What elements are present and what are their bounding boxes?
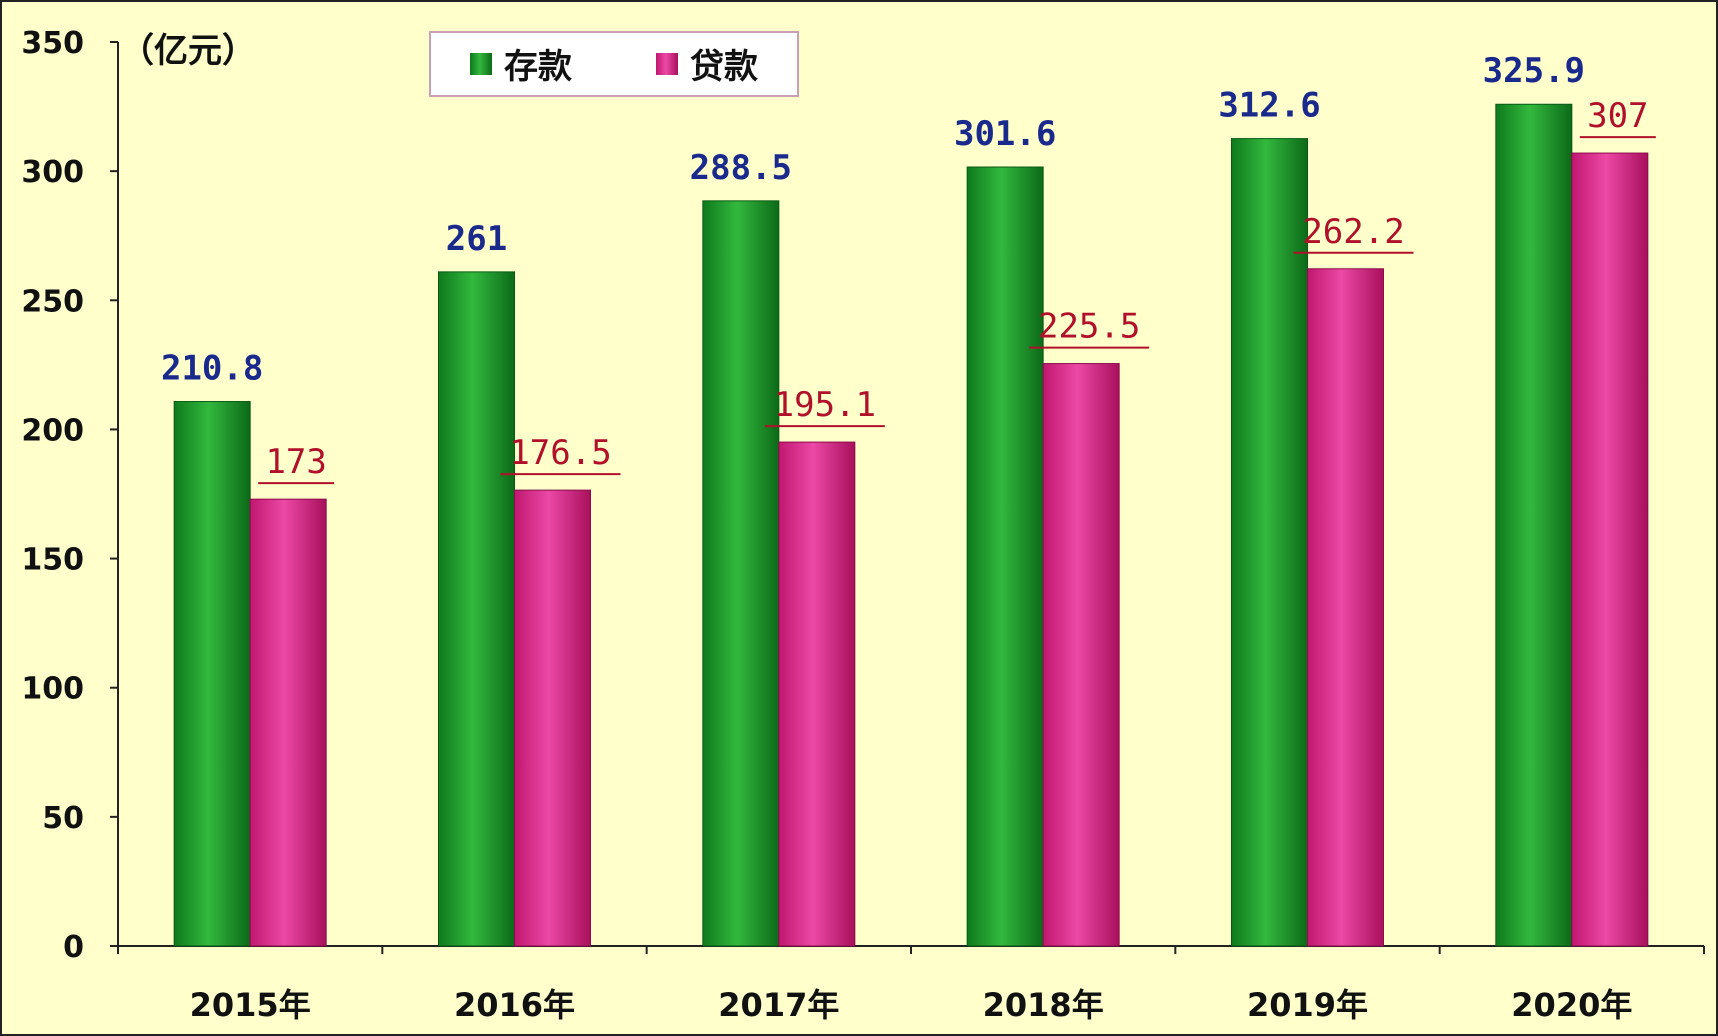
bar-deposit — [438, 271, 515, 947]
legend-label-deposit: 存款 — [504, 47, 572, 87]
y-tick-label: 150 — [21, 543, 84, 578]
legend-swatch-deposit — [470, 53, 492, 75]
legend-swatch-loan — [656, 53, 678, 75]
data-label-deposit: 301.6 — [954, 114, 1056, 154]
bar-deposit — [1231, 138, 1308, 947]
data-label-deposit: 312.6 — [1218, 86, 1320, 126]
bar-deposit — [173, 401, 251, 947]
y-tick-label: 200 — [21, 413, 84, 448]
data-label-loan: 195.1 — [774, 385, 876, 425]
x-tick-label: 2015年 — [190, 986, 311, 1024]
x-tick-label: 2018年 — [983, 986, 1104, 1024]
data-label-loan: 225.5 — [1038, 307, 1140, 347]
bar-loan — [1307, 268, 1384, 947]
legend: 存款 贷款 — [429, 31, 799, 97]
bars — [173, 103, 1649, 947]
bar-loan — [1042, 363, 1120, 947]
bar-loan — [249, 498, 327, 947]
data-label-loan: 173 — [265, 442, 326, 482]
x-tick-label: 2020年 — [1511, 986, 1632, 1024]
y-tick-label: 250 — [21, 284, 84, 319]
bar-deposit — [1495, 103, 1573, 947]
x-tick-label: 2019年 — [1247, 986, 1368, 1024]
data-label-deposit: 288.5 — [690, 148, 792, 188]
y-tick-label: 300 — [21, 155, 84, 190]
data-label-loan: 307 — [1587, 96, 1648, 136]
bar-deposit — [966, 166, 1044, 947]
bar-loan — [514, 489, 591, 947]
data-label-deposit: 261 — [446, 219, 507, 259]
y-tick-label: 350 — [21, 26, 84, 61]
legend-label-loan: 贷款 — [690, 47, 758, 87]
bar-loan — [1571, 152, 1649, 947]
data-labels: 210.8 173 261 176.5 288.5 195.1 301.6 225.5 312.… — [161, 51, 1656, 485]
axes — [117, 42, 1704, 947]
y-tick-label: 100 — [21, 672, 84, 707]
data-label-deposit: 325.9 — [1483, 51, 1585, 91]
y-ticks: 0 50 100 150 200 250 300 350 — [21, 26, 118, 965]
data-label-loan: 176.5 — [509, 433, 611, 473]
data-label-loan: 262.2 — [1302, 212, 1404, 252]
x-tick-label: 2017年 — [718, 986, 839, 1024]
x-ticks: 2015年 2016年 2017年 2018年 2019年 2020年 — [117, 946, 1705, 1024]
y-unit-label: （亿元） — [120, 31, 256, 71]
x-tick-label: 2016年 — [454, 986, 575, 1024]
bar-loan — [778, 441, 856, 947]
y-tick-label: 50 — [42, 801, 84, 836]
bar-deposit — [702, 200, 780, 947]
data-label-deposit: 210.8 — [161, 349, 263, 389]
y-tick-label: 0 — [63, 930, 84, 965]
